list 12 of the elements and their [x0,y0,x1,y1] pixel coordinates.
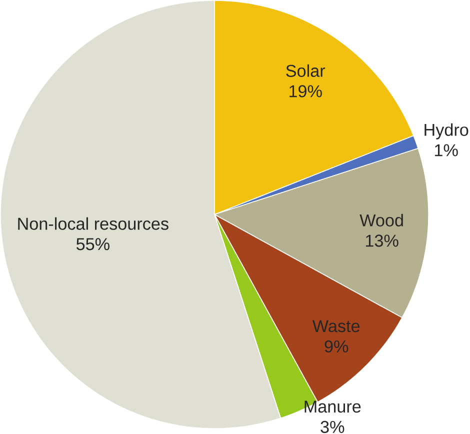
data-label: 3% [320,420,344,433]
data-label: 13% [366,234,398,247]
slice-label: Waste [312,320,360,332]
slice-label: Solar [286,64,326,77]
slice-label: Hydro [424,123,468,140]
data-label: 9% [324,340,348,352]
data-label: 55% [76,238,110,250]
data-label: 1% [435,144,458,156]
data-label: 19% [290,85,322,98]
slice-label: Manure [304,400,361,413]
slice-label: Wood [360,214,403,226]
slice-label: Non-local resources [18,217,168,230]
